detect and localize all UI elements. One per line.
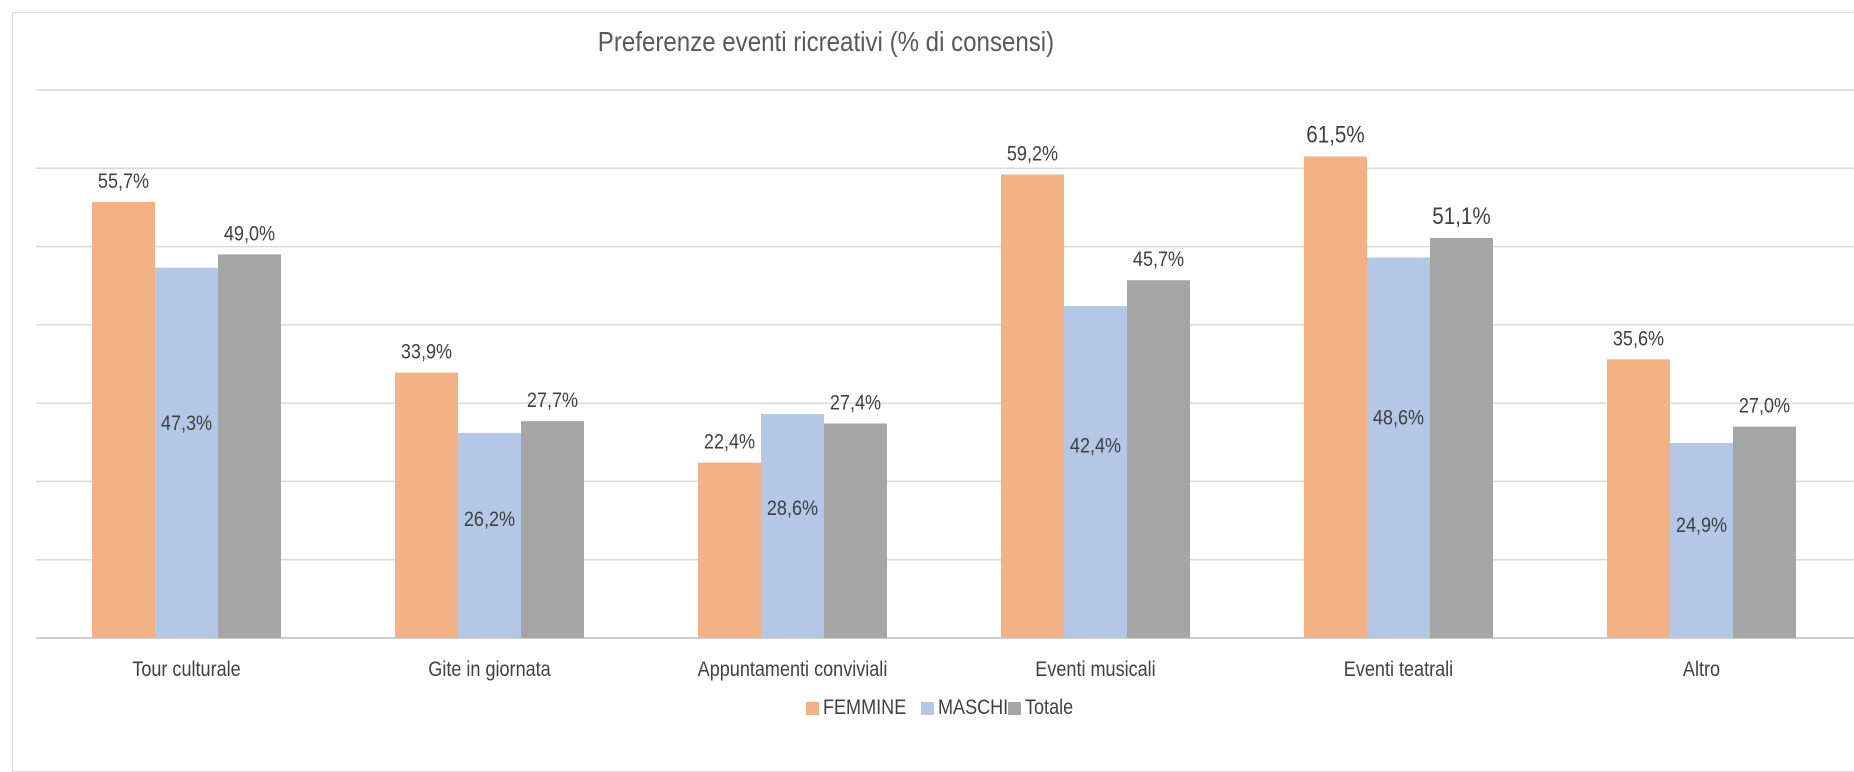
data-label: 45,7% xyxy=(1133,248,1184,272)
legend-label-femmine: FEMMINE xyxy=(823,696,906,720)
bar-totale xyxy=(218,254,281,638)
legend-label-totale: Totale xyxy=(1025,696,1073,720)
data-label: 61,5% xyxy=(1306,121,1365,148)
bar-femmine xyxy=(1001,174,1064,638)
data-label: 35,6% xyxy=(1613,327,1664,351)
legend-label-maschi: MASCHI xyxy=(938,696,1008,720)
bar-totale xyxy=(1733,426,1796,638)
bar-chart: 55,7% 47,3% 49,0% Tour culturale 33,9% 26,2% 2… xyxy=(36,89,1854,720)
data-label: 49,0% xyxy=(224,222,275,246)
data-label: 33,9% xyxy=(401,340,452,364)
bar-femmine xyxy=(395,372,458,638)
bar-femmine xyxy=(1304,156,1367,639)
bar-totale xyxy=(521,421,584,638)
bar-femmine xyxy=(92,201,155,638)
chart-title: Preferenze eventi ricreativi (% di conse… xyxy=(597,26,1055,57)
data-label: 59,2% xyxy=(1007,142,1058,166)
bar-maschi xyxy=(1670,443,1733,638)
data-label: 27,7% xyxy=(527,389,578,413)
bar-maschi xyxy=(761,414,824,638)
data-label: 27,0% xyxy=(1739,394,1790,418)
category-label: Gite in giornata xyxy=(428,658,551,682)
bar-maschi xyxy=(155,267,218,638)
category-label: Eventi musicali xyxy=(1035,658,1155,682)
data-label: 47,3% xyxy=(161,412,212,436)
category-label: Tour culturale xyxy=(132,658,240,682)
category-label: Appuntamenti conviviali xyxy=(698,658,888,682)
category-label: Eventi teatrali xyxy=(1344,658,1453,682)
data-label: 48,6% xyxy=(1373,406,1424,430)
bar-femmine xyxy=(1607,359,1670,638)
data-label: 51,1% xyxy=(1432,203,1491,230)
data-label: 42,4% xyxy=(1070,434,1121,458)
bar-femmine xyxy=(698,462,761,638)
data-label: 55,7% xyxy=(98,170,149,194)
bar-maschi xyxy=(458,432,521,638)
data-label: 22,4% xyxy=(704,430,755,454)
data-label: 27,4% xyxy=(830,391,881,415)
data-label: 28,6% xyxy=(767,497,818,521)
legend-swatch-maschi xyxy=(921,702,934,715)
data-label: 24,9% xyxy=(1676,514,1727,538)
bar-totale xyxy=(1430,237,1493,638)
bar-totale xyxy=(824,423,887,638)
bar-maschi xyxy=(1064,306,1127,638)
bar-totale xyxy=(1127,280,1190,638)
legend-swatch-totale xyxy=(1008,702,1021,715)
legend-swatch-femmine xyxy=(806,702,819,715)
chart-frame xyxy=(12,12,1854,772)
bar-maschi xyxy=(1367,257,1430,638)
category-label: Altro xyxy=(1683,658,1720,682)
data-label: 26,2% xyxy=(464,508,515,532)
